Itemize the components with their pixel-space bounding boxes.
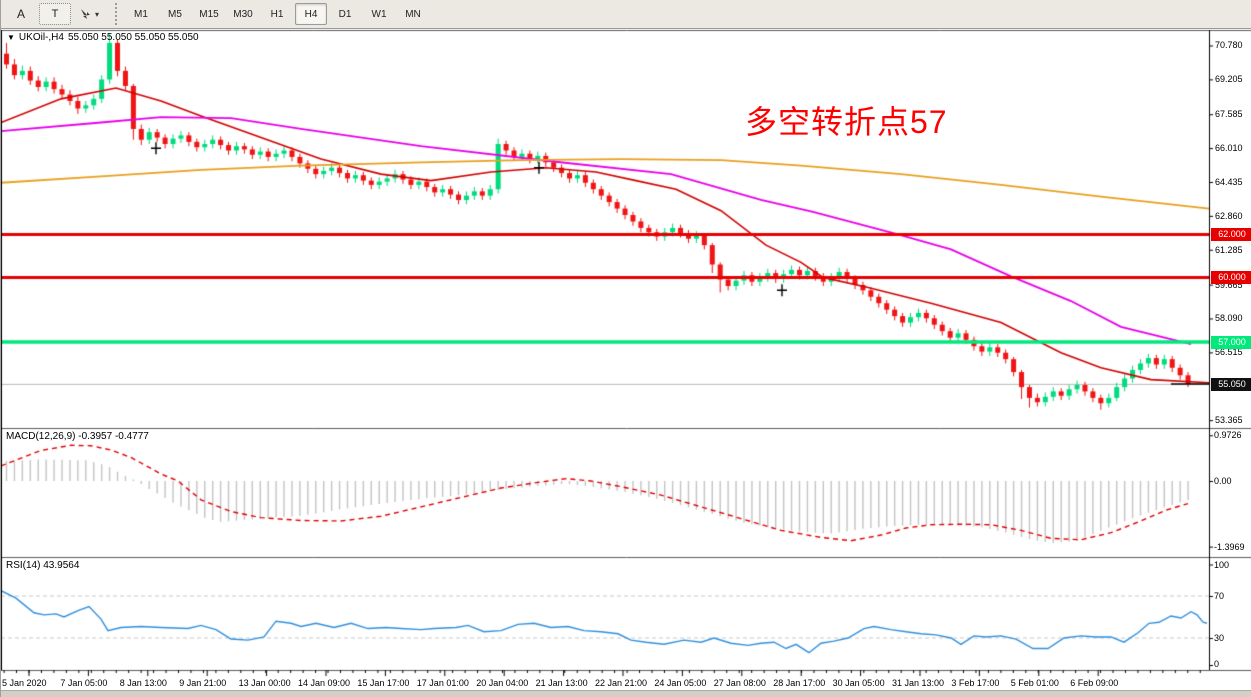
timeframe-button-W1[interactable]: W1: [371, 8, 387, 20]
chart-header: ▼ UKOil-,H4 55.050 55.050 55.050 55.050: [7, 32, 199, 43]
macd-axis-label: -1.3969: [1214, 541, 1245, 552]
time-axis-label: 14 Jan 09:00: [298, 678, 351, 688]
arrow-objects-button[interactable]: ▾: [73, 3, 105, 25]
toolbar-grip-handle[interactable]: [112, 3, 119, 25]
price-axis-label: 70.780: [1215, 40, 1243, 51]
price-level-badge: 60.000: [1211, 271, 1251, 285]
price-level-badge: 62.000: [1211, 228, 1251, 242]
timeframe-button-M5[interactable]: M5: [168, 8, 182, 20]
rsi-axis-label: 0: [1214, 659, 1220, 669]
current-price-badge: 55.050: [1211, 377, 1251, 391]
toolbar: A T ▾ M1 M5 M15 M30 H1 H4 D1 W1 MN: [1, 0, 1251, 29]
bottom-status-strip: [1, 690, 1251, 697]
time-axis-label: 7 Jan 05:00: [60, 678, 108, 688]
time-axis-label: 31 Jan 13:00: [892, 678, 945, 688]
symbol-title: UKOil-,H4: [18, 32, 64, 43]
time-axis-label: 15 Jan 17:00: [357, 678, 410, 688]
price-axis-label: 58.090: [1215, 313, 1243, 324]
time-axis-label: 3 Feb 17:00: [951, 678, 1000, 688]
macd-axis-label: 0.00: [1214, 476, 1232, 486]
price-axis-label: 66.010: [1215, 143, 1243, 154]
annotate-text-button[interactable]: A: [16, 7, 25, 21]
macd-indicator-label: MACD(12,26,9) -0.3957 -0.4777: [6, 431, 149, 442]
time-axis-label: 17 Jan 01:00: [416, 678, 469, 688]
ohlc-values: 55.050 55.050 55.050 55.050: [67, 32, 199, 43]
symbol-expander-icon[interactable]: ▼: [7, 33, 15, 42]
price-axis-label: 64.435: [1215, 176, 1243, 187]
time-axis-label: 5 Jan 2020: [2, 678, 47, 688]
chart-annotation-text: 多空转折点57: [745, 104, 948, 140]
price-axis-label: 56.515: [1215, 347, 1243, 358]
macd-axis-label: 0.9726: [1214, 430, 1242, 441]
timeframe-button-M1[interactable]: M1: [134, 8, 148, 20]
object-arrows-icon: [79, 7, 93, 21]
rsi-axis-label: 70: [1214, 591, 1225, 601]
price-axis-label: 53.365: [1215, 415, 1243, 426]
price-level-badge: 57.000: [1211, 335, 1251, 349]
price-axis-label: 67.585: [1215, 109, 1243, 120]
price-axis-label: 62.860: [1215, 210, 1243, 221]
timeframe-button-M30[interactable]: M30: [233, 8, 253, 20]
time-axis-label: 6 Feb 09:00: [1070, 678, 1119, 688]
rsi-indicator-label: RSI(14) 43.9564: [6, 560, 80, 571]
time-axis-label: 13 Jan 00:00: [238, 678, 291, 688]
timeframe-button-H4[interactable]: H4: [295, 3, 327, 25]
time-axis-label: 22 Jan 21:00: [595, 678, 648, 688]
timeframe-button-group: M1 M5 M15 M30 H1 H4 D1 W1 MN: [124, 3, 430, 25]
time-axis-label: 21 Jan 13:00: [535, 678, 588, 688]
timeframe-button-MN[interactable]: MN: [405, 8, 421, 20]
time-axis-label: 8 Jan 13:00: [119, 678, 167, 688]
chart-canvas[interactable]: [1, 29, 1251, 697]
rsi-axis-label: 30: [1214, 633, 1225, 643]
time-axis-label: 5 Feb 01:00: [1010, 678, 1059, 688]
rsi-axis-label: 100: [1214, 559, 1230, 570]
price-axis-label: 59.665: [1215, 279, 1243, 290]
time-axis-label: 9 Jan 21:00: [179, 678, 227, 688]
price-axis-label: 61.285: [1215, 244, 1243, 255]
time-axis-label: 30 Jan 05:00: [832, 678, 885, 688]
time-axis-label: 27 Jan 08:00: [713, 678, 766, 688]
timeframe-button-M15[interactable]: M15: [199, 8, 219, 20]
text-label-button[interactable]: T: [39, 3, 71, 25]
price-axis-label: 69.205: [1215, 74, 1243, 85]
chevron-down-icon: ▾: [94, 9, 99, 19]
time-axis-label: 24 Jan 05:00: [654, 678, 707, 688]
time-axis-label: 20 Jan 04:00: [476, 678, 529, 688]
time-axis-label: 28 Jan 17:00: [773, 678, 826, 688]
timeframe-button-H1[interactable]: H1: [270, 8, 284, 20]
timeframe-button-D1[interactable]: D1: [338, 8, 352, 20]
